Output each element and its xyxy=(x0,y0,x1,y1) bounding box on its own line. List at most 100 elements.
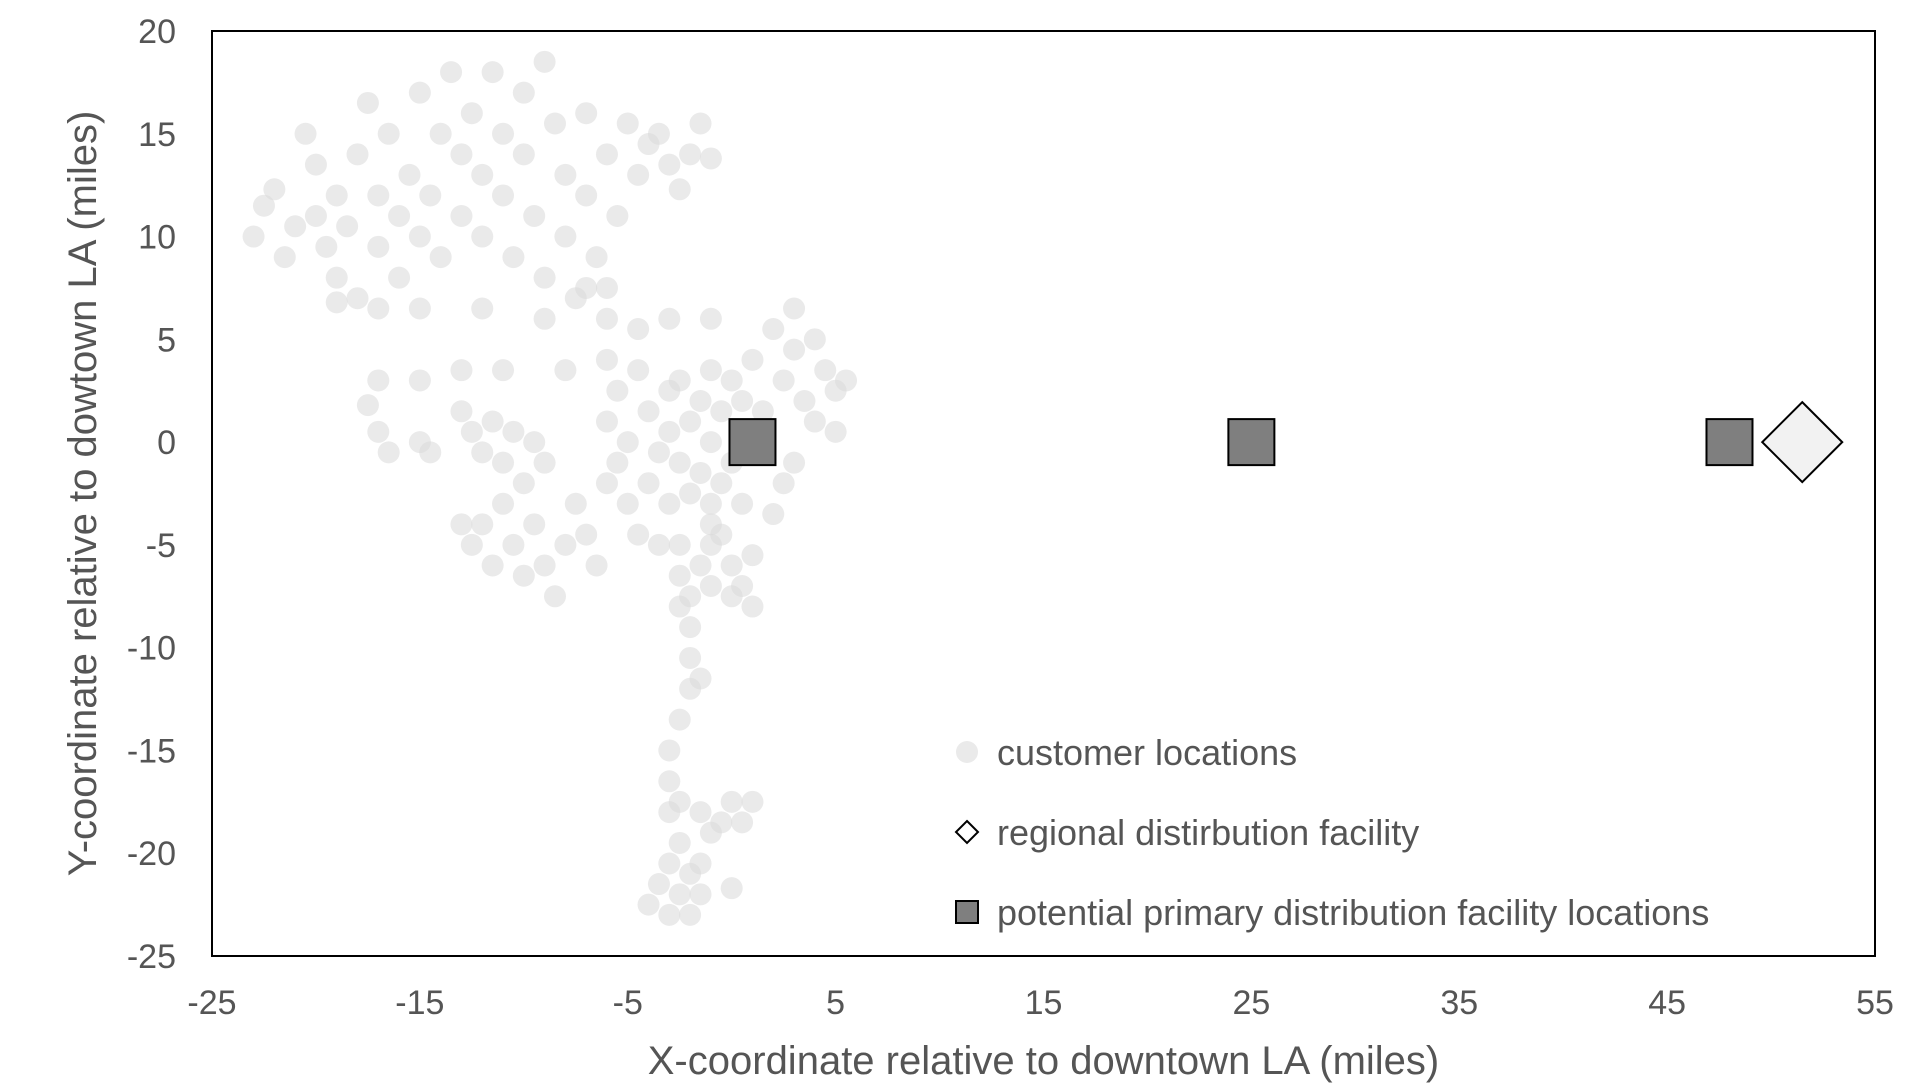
customer-point xyxy=(668,564,691,587)
customer-point xyxy=(783,297,806,320)
x-tick-label: 35 xyxy=(1440,984,1478,1022)
x-tick-label: -15 xyxy=(395,984,444,1022)
customer-point xyxy=(783,338,806,361)
customer-point xyxy=(679,482,702,505)
customer-point xyxy=(481,410,504,433)
customer-point xyxy=(689,852,712,875)
customer-point xyxy=(419,441,442,464)
customer-point xyxy=(367,297,390,320)
customer-point xyxy=(325,184,348,207)
customer-point xyxy=(440,61,463,84)
customer-point xyxy=(699,359,722,382)
customer-point xyxy=(803,410,826,433)
customer-point xyxy=(502,246,525,269)
customer-point xyxy=(731,390,754,412)
customer-point xyxy=(606,205,629,227)
customer-point xyxy=(336,215,359,238)
y-tick-label: 20 xyxy=(138,13,176,51)
x-tick-label: 15 xyxy=(1025,984,1063,1022)
customer-point xyxy=(668,178,691,201)
customer-point xyxy=(668,708,691,731)
customer-point xyxy=(346,287,369,310)
customer-point xyxy=(679,903,702,926)
customer-point xyxy=(627,523,650,546)
y-tick-label: -15 xyxy=(127,732,176,770)
customer-point xyxy=(398,163,421,186)
customer-point xyxy=(367,369,390,392)
primary-facility-marker xyxy=(1705,418,1754,467)
customer-point xyxy=(595,410,618,433)
customer-point xyxy=(492,359,515,382)
customer-point xyxy=(471,225,494,248)
y-tick-label: -20 xyxy=(127,835,176,873)
customer-point xyxy=(523,205,546,227)
y-tick-label: 10 xyxy=(138,219,176,257)
customer-point xyxy=(450,205,473,227)
customer-point xyxy=(533,266,556,289)
customer-point xyxy=(699,492,722,515)
customer-point xyxy=(689,390,712,412)
customer-point xyxy=(668,790,691,813)
customer-point xyxy=(720,554,743,577)
customer-point xyxy=(575,523,598,546)
x-tick-label: 25 xyxy=(1232,984,1270,1022)
customer-point xyxy=(356,394,379,417)
customer-point xyxy=(502,533,525,556)
customer-point xyxy=(710,523,733,546)
customer-point xyxy=(772,472,795,495)
x-axis-title: X-coordinate relative to downtown LA (mi… xyxy=(648,1039,1439,1083)
customer-point xyxy=(658,153,681,176)
customer-point xyxy=(762,503,785,526)
legend-customer-marker xyxy=(956,741,978,763)
customer-point xyxy=(554,533,577,556)
customer-point xyxy=(408,369,431,392)
customer-point xyxy=(554,359,577,382)
customer-point xyxy=(304,153,327,176)
customer-point xyxy=(450,513,473,536)
customer-point xyxy=(627,318,650,341)
customer-point xyxy=(731,575,754,597)
customer-point xyxy=(284,215,307,238)
customer-point xyxy=(492,122,515,145)
customer-point xyxy=(699,147,722,170)
y-tick-label: -5 xyxy=(146,527,176,565)
customer-point xyxy=(325,266,348,289)
customer-point xyxy=(720,877,743,900)
customer-point xyxy=(564,492,587,515)
customer-point xyxy=(741,544,764,567)
customer-point xyxy=(835,369,858,392)
customer-point xyxy=(658,307,681,330)
customer-point xyxy=(679,646,702,669)
customer-point xyxy=(388,266,411,289)
customer-point xyxy=(460,420,483,443)
customer-point xyxy=(481,554,504,577)
customer-point xyxy=(658,903,681,926)
customer-point xyxy=(512,81,535,104)
customer-point xyxy=(647,873,670,896)
customer-point xyxy=(637,893,660,916)
legend-label: regional distirbution facility xyxy=(997,812,1419,853)
customer-point xyxy=(689,667,712,690)
customer-point xyxy=(783,451,806,474)
customer-point xyxy=(450,400,473,423)
customer-point xyxy=(533,50,556,73)
customer-point xyxy=(429,246,452,269)
customer-point xyxy=(793,390,816,412)
plot-area-border xyxy=(211,30,1876,957)
customer-point xyxy=(751,400,774,423)
customer-point xyxy=(460,533,483,556)
customer-point xyxy=(419,184,442,207)
customer-point xyxy=(543,112,566,135)
customer-point xyxy=(668,883,691,906)
customer-point xyxy=(658,739,681,762)
customer-point xyxy=(699,431,722,454)
customer-point xyxy=(824,420,847,443)
customer-point xyxy=(606,379,629,402)
y-tick-label: 0 xyxy=(157,424,176,462)
customer-point xyxy=(679,616,702,639)
customer-point xyxy=(367,420,390,443)
x-tick-label: 45 xyxy=(1648,984,1686,1022)
customer-point xyxy=(450,143,473,166)
customer-point xyxy=(471,513,494,536)
